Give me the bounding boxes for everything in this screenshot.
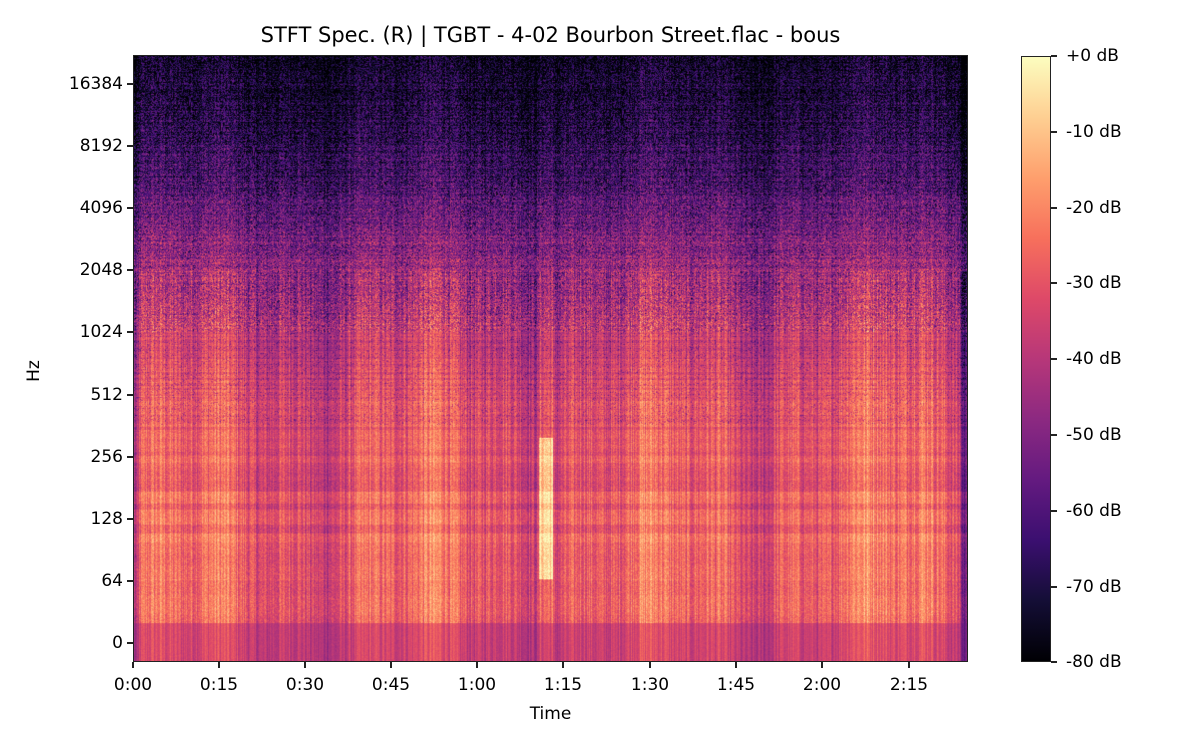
y-tick-mark	[127, 269, 133, 271]
y-tick-label: 64	[101, 571, 123, 591]
x-tick-mark	[304, 662, 306, 668]
y-tick-mark	[127, 394, 133, 396]
colorbar-tick-mark	[1051, 434, 1057, 436]
y-tick-label: 512	[90, 385, 123, 405]
colorbar-tick-label: +0 dB	[1066, 46, 1119, 66]
chart-title: STFT Spec. (R) | TGBT - 4-02 Bourbon Str…	[260, 23, 841, 47]
y-tick-label: 8192	[79, 136, 123, 156]
y-tick: 4096	[13, 198, 133, 218]
colorbar-tick-mark	[1051, 586, 1057, 588]
y-tick: 128	[13, 509, 133, 529]
x-tick-label: 0:00	[113, 675, 153, 695]
x-tick-label: 0:45	[371, 675, 411, 695]
colorbar-tick-label: -20 dB	[1066, 198, 1122, 218]
x-tick-mark	[649, 662, 651, 668]
colorbar-tick-mark	[1051, 358, 1057, 360]
colorbar-tick-mark	[1051, 282, 1057, 284]
x-tick-label: 0:30	[285, 675, 325, 695]
y-tick-mark	[127, 83, 133, 85]
y-tick: 512	[13, 385, 133, 405]
spectrogram-plot-area	[133, 55, 968, 662]
y-tick: 64	[13, 571, 133, 591]
x-tick-mark	[218, 662, 220, 668]
colorbar-tick-label: -60 dB	[1066, 501, 1122, 521]
y-tick: 8192	[13, 136, 133, 156]
colorbar	[1021, 56, 1051, 662]
x-tick-label: 2:00	[802, 675, 842, 695]
colorbar-tick-mark	[1051, 207, 1057, 209]
colorbar-tick-mark	[1051, 510, 1057, 512]
y-tick-label: 1024	[79, 322, 123, 342]
x-tick-mark	[476, 662, 478, 668]
x-tick-mark	[562, 662, 564, 668]
y-tick-label: 16384	[68, 74, 123, 94]
colorbar-tick-label: -30 dB	[1066, 273, 1122, 293]
colorbar-tick-label: -10 dB	[1066, 122, 1122, 142]
y-tick-mark	[127, 642, 133, 644]
y-tick-mark	[127, 580, 133, 582]
y-tick-label: 0	[112, 633, 123, 653]
y-tick: 16384	[13, 74, 133, 94]
colorbar-tick-label: -80 dB	[1066, 652, 1122, 672]
spectrogram-image	[134, 56, 967, 661]
colorbar-tick-mark	[1051, 131, 1057, 133]
colorbar-tick-mark	[1051, 661, 1057, 663]
colorbar-tick-label: -40 dB	[1066, 349, 1122, 369]
colorbar-tick-label: -70 dB	[1066, 577, 1122, 597]
x-tick-label: 0:15	[199, 675, 239, 695]
x-axis-label: Time	[529, 704, 572, 724]
y-tick: 2048	[13, 260, 133, 280]
x-tick-mark	[390, 662, 392, 668]
x-tick-label: 1:15	[543, 675, 583, 695]
y-tick-label: 256	[90, 447, 123, 467]
y-tick-mark	[127, 207, 133, 209]
x-tick-mark	[908, 662, 910, 668]
y-tick-mark	[127, 145, 133, 147]
x-tick-label: 2:15	[889, 675, 929, 695]
x-tick-label: 1:00	[457, 675, 497, 695]
x-tick-mark	[735, 662, 737, 668]
y-tick-label: 128	[90, 509, 123, 529]
y-tick-label: 2048	[79, 260, 123, 280]
y-tick: 256	[13, 447, 133, 467]
y-axis-label: Hz	[24, 360, 44, 382]
x-tick-label: 1:30	[630, 675, 670, 695]
colorbar-tick-mark	[1051, 55, 1057, 57]
y-tick: 0	[13, 633, 133, 653]
x-tick-label: 1:45	[716, 675, 756, 695]
y-tick: 1024	[13, 322, 133, 342]
x-tick-mark	[821, 662, 823, 668]
y-tick-mark	[127, 331, 133, 333]
x-tick-mark	[132, 662, 134, 668]
y-tick-mark	[127, 518, 133, 520]
colorbar-tick-label: -50 dB	[1066, 425, 1122, 445]
y-tick-mark	[127, 456, 133, 458]
y-tick-label: 4096	[79, 198, 123, 218]
